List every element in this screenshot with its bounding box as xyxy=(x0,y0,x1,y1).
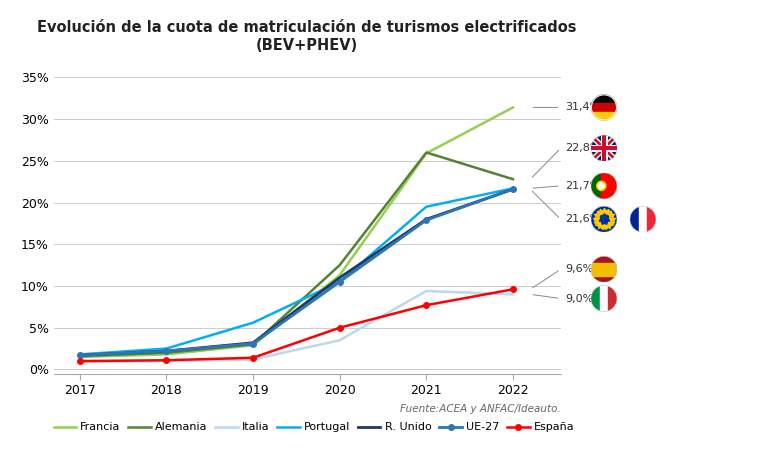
Bar xyxy=(647,206,656,232)
Text: 22,8%: 22,8% xyxy=(565,143,601,153)
Bar xyxy=(600,285,608,311)
Circle shape xyxy=(591,206,617,232)
Bar xyxy=(591,285,600,311)
Bar xyxy=(591,263,617,276)
Text: 9,0%: 9,0% xyxy=(565,293,593,304)
Bar xyxy=(591,112,617,120)
Legend: Francia, Alemania, Italia, Portugal, R. Unido, UE-27, España: Francia, Alemania, Italia, Portugal, R. … xyxy=(49,418,579,437)
Bar xyxy=(608,285,617,311)
Circle shape xyxy=(591,256,617,283)
Text: 21,6%: 21,6% xyxy=(565,214,601,224)
Bar xyxy=(630,206,639,232)
Bar xyxy=(591,94,617,103)
Text: 9,6%: 9,6% xyxy=(565,264,593,274)
Text: 31,4%: 31,4% xyxy=(565,102,601,113)
Bar xyxy=(591,103,617,112)
Circle shape xyxy=(591,173,617,199)
Bar xyxy=(601,173,617,199)
Text: 21,7%: 21,7% xyxy=(565,181,601,191)
Circle shape xyxy=(597,181,606,191)
Circle shape xyxy=(598,183,604,189)
Circle shape xyxy=(591,135,617,162)
Title: Evolución de la cuota de matriculación de turismos electrificados
(BEV+PHEV): Evolución de la cuota de matriculación d… xyxy=(38,20,577,53)
Bar xyxy=(639,206,647,232)
Text: Fuente:ACEA y ANFAC/Ideauto.: Fuente:ACEA y ANFAC/Ideauto. xyxy=(400,404,561,414)
